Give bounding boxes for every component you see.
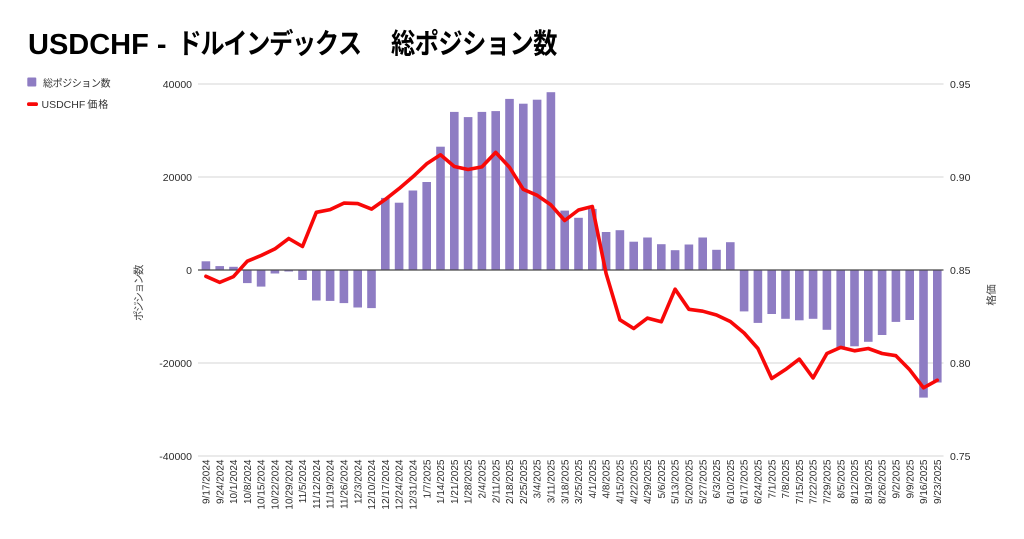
svg-text:USDCHF: USDCHF: [42, 99, 86, 111]
svg-text:0: 0: [186, 265, 192, 277]
svg-text:2/18/2025: 2/18/2025: [505, 459, 516, 504]
svg-text:1/28/2025: 1/28/2025: [464, 459, 475, 504]
svg-text:9/24/2024: 9/24/2024: [215, 459, 226, 504]
svg-text:5/27/2025: 5/27/2025: [698, 459, 709, 504]
svg-text:6/10/2025: 6/10/2025: [726, 459, 737, 504]
svg-text:7/8/2025: 7/8/2025: [781, 459, 792, 498]
svg-text:20000: 20000: [163, 172, 192, 184]
svg-text:10/8/2024: 10/8/2024: [243, 459, 254, 504]
svg-text:7/29/2025: 7/29/2025: [823, 459, 834, 504]
svg-text:12/10/2024: 12/10/2024: [367, 459, 378, 509]
svg-text:0.80: 0.80: [950, 358, 971, 370]
svg-text:3/11/2025: 3/11/2025: [547, 459, 558, 503]
svg-text:8/5/2025: 8/5/2025: [836, 459, 847, 498]
svg-text:2/4/2025: 2/4/2025: [478, 459, 489, 498]
svg-text:3/4/2025: 3/4/2025: [533, 459, 544, 498]
svg-text:4/8/2025: 4/8/2025: [602, 459, 613, 498]
svg-text:2/11/2025: 2/11/2025: [491, 459, 502, 503]
svg-text:8/26/2025: 8/26/2025: [878, 459, 889, 504]
svg-text:40000: 40000: [163, 79, 192, 91]
svg-text:6/3/2025: 6/3/2025: [712, 459, 723, 498]
svg-text:0.90: 0.90: [950, 172, 971, 184]
svg-text:9/23/2025: 9/23/2025: [933, 459, 944, 504]
svg-text:5/20/2025: 5/20/2025: [685, 459, 696, 504]
svg-text:4/22/2025: 4/22/2025: [629, 459, 640, 504]
svg-text:7/15/2025: 7/15/2025: [795, 459, 806, 504]
svg-text:3/25/2025: 3/25/2025: [574, 459, 585, 504]
svg-text:5/13/2025: 5/13/2025: [671, 459, 682, 504]
svg-text:5/6/2025: 5/6/2025: [657, 459, 668, 498]
svg-text:4/1/2025: 4/1/2025: [588, 459, 599, 498]
svg-text:11/19/2024: 11/19/2024: [326, 459, 337, 509]
svg-text:12/31/2024: 12/31/2024: [409, 459, 420, 509]
svg-text:10/22/2024: 10/22/2024: [271, 459, 282, 509]
svg-text:11/12/2024: 11/12/2024: [312, 459, 323, 509]
svg-text:10/1/2024: 10/1/2024: [229, 459, 240, 504]
svg-text:12/3/2024: 12/3/2024: [353, 459, 364, 504]
svg-text:0.75: 0.75: [950, 451, 971, 463]
svg-text:4/15/2025: 4/15/2025: [616, 459, 627, 504]
svg-text:7/22/2025: 7/22/2025: [809, 459, 820, 504]
svg-text:1/14/2025: 1/14/2025: [436, 459, 447, 504]
svg-text:12/17/2024: 12/17/2024: [381, 459, 392, 509]
svg-text:-20000: -20000: [159, 358, 192, 370]
svg-text:0.85: 0.85: [950, 265, 971, 277]
svg-text:0.95: 0.95: [950, 79, 971, 91]
svg-text:11/26/2024: 11/26/2024: [340, 459, 351, 509]
svg-text:9/16/2025: 9/16/2025: [919, 459, 930, 504]
svg-text:10/29/2024: 10/29/2024: [284, 459, 295, 509]
svg-text:8/12/2025: 8/12/2025: [850, 459, 861, 504]
svg-text:6/24/2025: 6/24/2025: [754, 459, 765, 504]
svg-text:9/9/2025: 9/9/2025: [905, 459, 916, 498]
svg-text:1/7/2025: 1/7/2025: [422, 459, 433, 498]
svg-text:11/5/2024: 11/5/2024: [298, 459, 309, 503]
svg-text:-40000: -40000: [159, 451, 192, 463]
svg-text:7/1/2025: 7/1/2025: [767, 459, 778, 498]
svg-text:4/29/2025: 4/29/2025: [643, 459, 654, 504]
svg-text:9/17/2024: 9/17/2024: [202, 459, 213, 504]
svg-text:1/21/2025: 1/21/2025: [450, 459, 461, 504]
svg-text:6/17/2025: 6/17/2025: [740, 459, 751, 504]
svg-text:2/25/2025: 2/25/2025: [519, 459, 530, 504]
svg-text:12/24/2024: 12/24/2024: [395, 459, 406, 509]
svg-text:9/2/2025: 9/2/2025: [892, 459, 903, 498]
svg-text:USDCHF -: USDCHF -: [28, 29, 167, 61]
svg-text:3/18/2025: 3/18/2025: [560, 459, 571, 504]
svg-text:10/15/2024: 10/15/2024: [257, 459, 268, 509]
svg-text:8/19/2025: 8/19/2025: [864, 459, 875, 504]
